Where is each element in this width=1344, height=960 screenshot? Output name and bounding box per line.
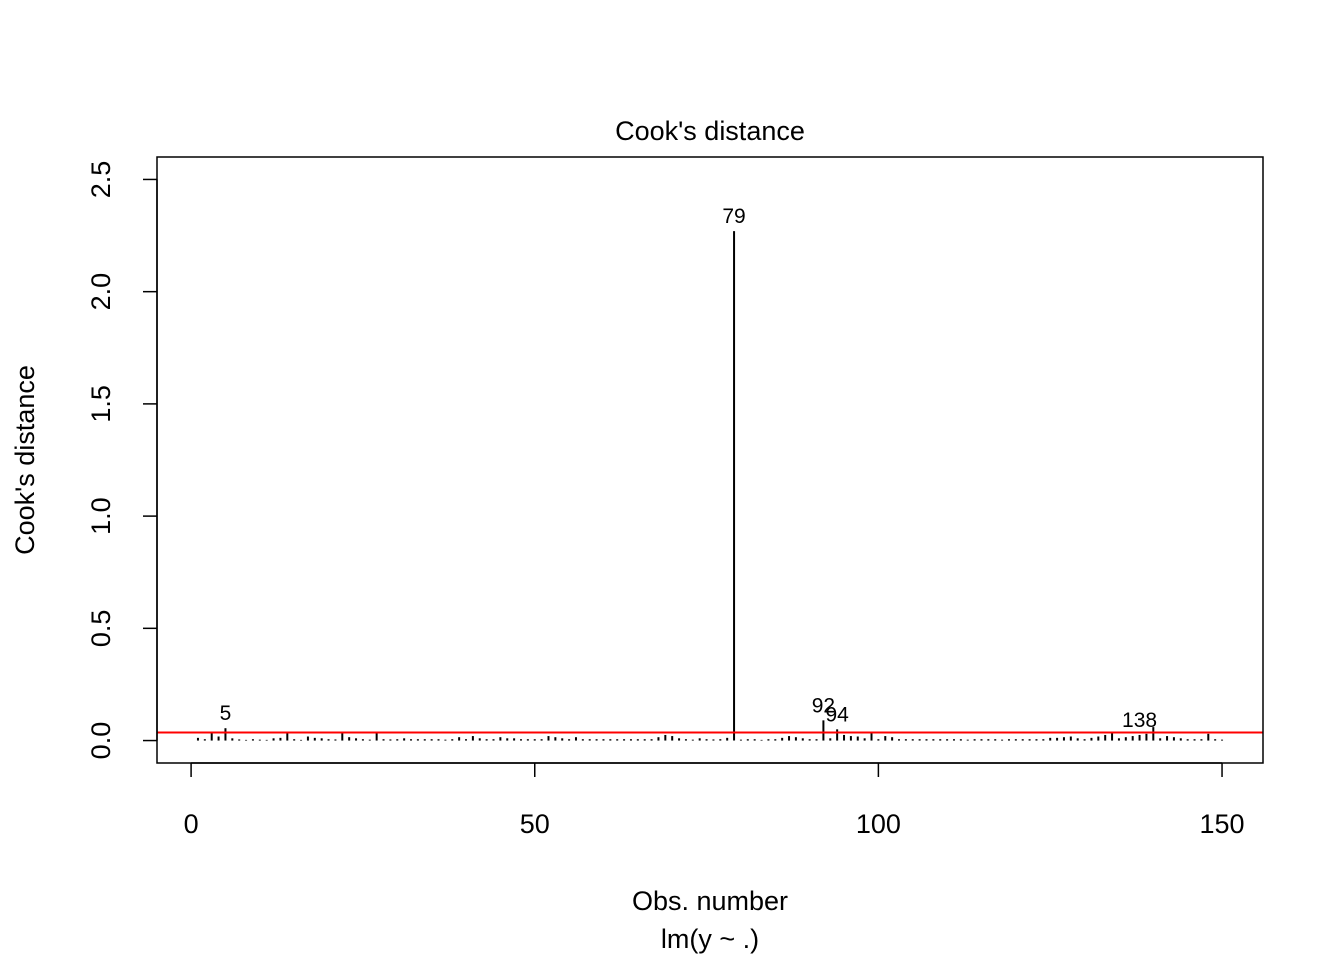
y-tick-label: 2.0 (86, 273, 116, 311)
bar-group (196, 231, 1224, 741)
y-tick-label: 0.0 (86, 722, 116, 760)
point-label: 5 (220, 702, 232, 725)
point-label: 92 (812, 694, 835, 717)
plot-border (156, 156, 1264, 764)
y-tick-label: 2.5 (86, 161, 116, 199)
x-tick-label: 50 (520, 809, 550, 839)
point-label: 138 (1122, 709, 1157, 732)
y-tick-label: 0.5 (86, 610, 116, 648)
x-tick-label: 0 (184, 809, 199, 839)
x-tick-label: 150 (1200, 809, 1245, 839)
y-tick-label: 1.5 (86, 385, 116, 423)
x-tick-label: 100 (856, 809, 901, 839)
x-axis: 0 50 100 150 (184, 762, 1245, 839)
y-axis: 0.0 0.5 1.0 1.5 2.0 2.5 (86, 161, 158, 760)
chart-subtitle: lm(y ~ .) (661, 924, 759, 954)
chart-title: Cook's distance (615, 116, 805, 146)
point-label: 94 (825, 703, 849, 726)
x-axis-label: Obs. number (632, 886, 788, 916)
y-tick-label: 1.0 (86, 497, 116, 535)
point-label: 79 (722, 205, 745, 228)
y-axis-label: Cook's distance (10, 365, 40, 555)
